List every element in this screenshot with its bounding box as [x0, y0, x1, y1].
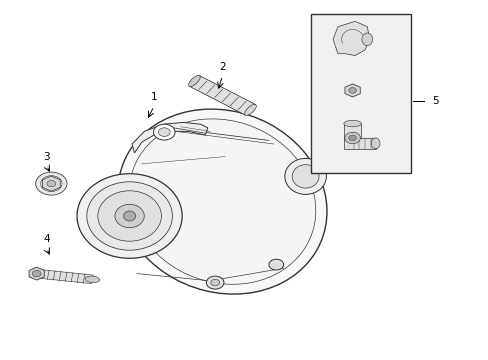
Circle shape: [348, 87, 356, 93]
Ellipse shape: [343, 120, 361, 127]
Circle shape: [36, 172, 67, 195]
Ellipse shape: [123, 211, 136, 221]
Polygon shape: [132, 122, 207, 153]
Text: 5: 5: [431, 96, 438, 106]
Ellipse shape: [361, 33, 372, 46]
Ellipse shape: [98, 191, 161, 241]
Text: 1: 1: [150, 92, 157, 102]
Ellipse shape: [115, 204, 144, 228]
Ellipse shape: [85, 276, 100, 283]
Ellipse shape: [129, 119, 315, 284]
Ellipse shape: [188, 76, 200, 86]
Circle shape: [32, 270, 41, 277]
Circle shape: [41, 176, 62, 192]
Circle shape: [158, 128, 170, 136]
Polygon shape: [36, 269, 93, 284]
Ellipse shape: [244, 104, 256, 115]
Ellipse shape: [291, 165, 319, 188]
Polygon shape: [332, 21, 369, 55]
Circle shape: [47, 180, 56, 187]
Circle shape: [153, 124, 175, 140]
Text: 3: 3: [43, 152, 50, 162]
Ellipse shape: [118, 109, 326, 294]
Bar: [310, 14, 410, 173]
Circle shape: [210, 279, 219, 286]
Polygon shape: [189, 76, 255, 115]
Polygon shape: [42, 176, 60, 191]
Ellipse shape: [284, 158, 325, 194]
Bar: [343, 123, 361, 140]
Ellipse shape: [87, 182, 172, 250]
Bar: [343, 138, 375, 149]
Ellipse shape: [77, 174, 182, 258]
Circle shape: [344, 132, 360, 144]
Polygon shape: [29, 267, 44, 280]
Ellipse shape: [370, 138, 379, 149]
Circle shape: [268, 259, 283, 270]
Circle shape: [348, 135, 356, 141]
Polygon shape: [345, 84, 360, 97]
Circle shape: [206, 276, 224, 289]
Text: 4: 4: [43, 234, 50, 244]
Text: 2: 2: [219, 62, 225, 72]
